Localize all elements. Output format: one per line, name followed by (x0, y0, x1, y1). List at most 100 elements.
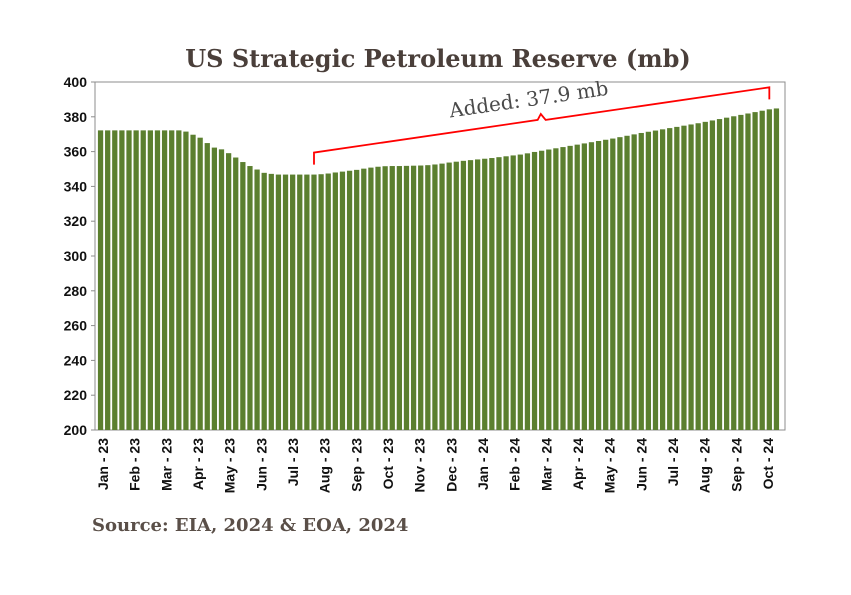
bar (546, 149, 552, 430)
bar (218, 149, 225, 430)
y-tick-label: 340 (64, 178, 88, 194)
bar (368, 167, 374, 431)
x-tick-label: Jun - 24 (633, 438, 649, 491)
bar (311, 174, 317, 430)
bar (211, 147, 218, 430)
bar (183, 131, 189, 430)
source-note: Source: EIA, 2024 & EOA, 2024 (92, 515, 408, 536)
bar (652, 130, 659, 431)
bar (339, 171, 346, 431)
bar (204, 143, 210, 430)
x-tick-label: Aug - 24 (697, 438, 713, 493)
y-tick-label: 380 (64, 109, 88, 125)
x-tick-label: Mar - 23 (158, 438, 174, 491)
x-tick-label: Feb - 24 (507, 438, 523, 491)
bar (190, 134, 196, 430)
bar (161, 130, 168, 430)
x-tick-label: Apr - 23 (190, 438, 206, 490)
x-tick-label: Jul - 24 (665, 438, 681, 486)
x-tick-label: Jul - 23 (285, 438, 301, 486)
bar (169, 130, 175, 430)
x-tick-label: Sep - 24 (728, 438, 744, 492)
bar (716, 119, 723, 430)
y-tick-label: 400 (64, 74, 88, 90)
bar (261, 172, 267, 430)
bar (154, 130, 161, 430)
bar (403, 165, 410, 430)
bar (119, 130, 125, 430)
x-tick-label: Dec - 23 (443, 438, 459, 492)
bar (724, 117, 730, 431)
bar (531, 151, 538, 430)
bar (738, 114, 744, 430)
bar (595, 140, 602, 431)
x-tick-label: Nov - 23 (412, 438, 428, 493)
bar (112, 130, 118, 430)
x-tick-label: Apr - 24 (570, 438, 586, 490)
y-axis: 200 220 240 260 280 300 320 340 360 380 400 (64, 74, 95, 438)
bar (553, 148, 559, 431)
x-tick-label: May - 23 (222, 438, 238, 493)
bar (524, 153, 531, 430)
bar (418, 165, 424, 430)
y-tick-label: 320 (64, 213, 88, 229)
bar (97, 130, 104, 430)
x-tick-label: Jun - 23 (253, 438, 269, 491)
bar (624, 135, 630, 430)
x-tick-label: Oct - 24 (760, 438, 776, 490)
bar (510, 155, 516, 430)
chart-title: US Strategic Petroleum Reserve (mb) (185, 44, 691, 73)
bar (382, 166, 388, 430)
bars (97, 108, 780, 431)
bar (354, 169, 360, 430)
bar (702, 121, 708, 430)
bar (731, 116, 737, 430)
bar (282, 174, 289, 430)
x-tick-label: May - 24 (602, 438, 618, 493)
bar (325, 173, 331, 430)
bar (304, 174, 310, 430)
bar (482, 158, 488, 431)
bar (410, 165, 417, 430)
bar (140, 130, 146, 430)
bar (126, 130, 132, 430)
bar (396, 166, 402, 431)
bar (695, 123, 701, 431)
bar (346, 170, 353, 431)
bar (453, 161, 459, 430)
bar (588, 142, 595, 430)
bar (709, 120, 716, 430)
bar (503, 156, 509, 431)
bar (176, 130, 182, 430)
bar (439, 163, 445, 431)
y-tick-label: 280 (64, 283, 88, 299)
bar (667, 128, 673, 431)
bar (496, 157, 502, 431)
x-tick-label: Mar - 24 (538, 438, 554, 491)
bar (659, 129, 666, 430)
bar (275, 174, 282, 430)
bar (105, 130, 111, 430)
bar (446, 162, 452, 430)
bar (361, 168, 367, 430)
bar (603, 139, 609, 430)
y-tick-label: 240 (64, 352, 88, 368)
bar (197, 137, 203, 430)
bar (254, 169, 260, 430)
bar (638, 132, 644, 431)
bar (688, 124, 694, 431)
bar (475, 159, 481, 430)
bar (489, 158, 495, 431)
bar (674, 126, 680, 430)
x-tick-label: Aug - 23 (317, 438, 333, 493)
bar (233, 157, 239, 430)
bar (766, 109, 772, 430)
y-tick-label: 300 (64, 248, 88, 264)
x-tick-label: Feb - 23 (127, 438, 143, 491)
bar (581, 143, 587, 431)
bar (631, 134, 637, 430)
y-tick-label: 220 (64, 387, 88, 403)
bar (375, 166, 381, 431)
bar (268, 173, 274, 430)
